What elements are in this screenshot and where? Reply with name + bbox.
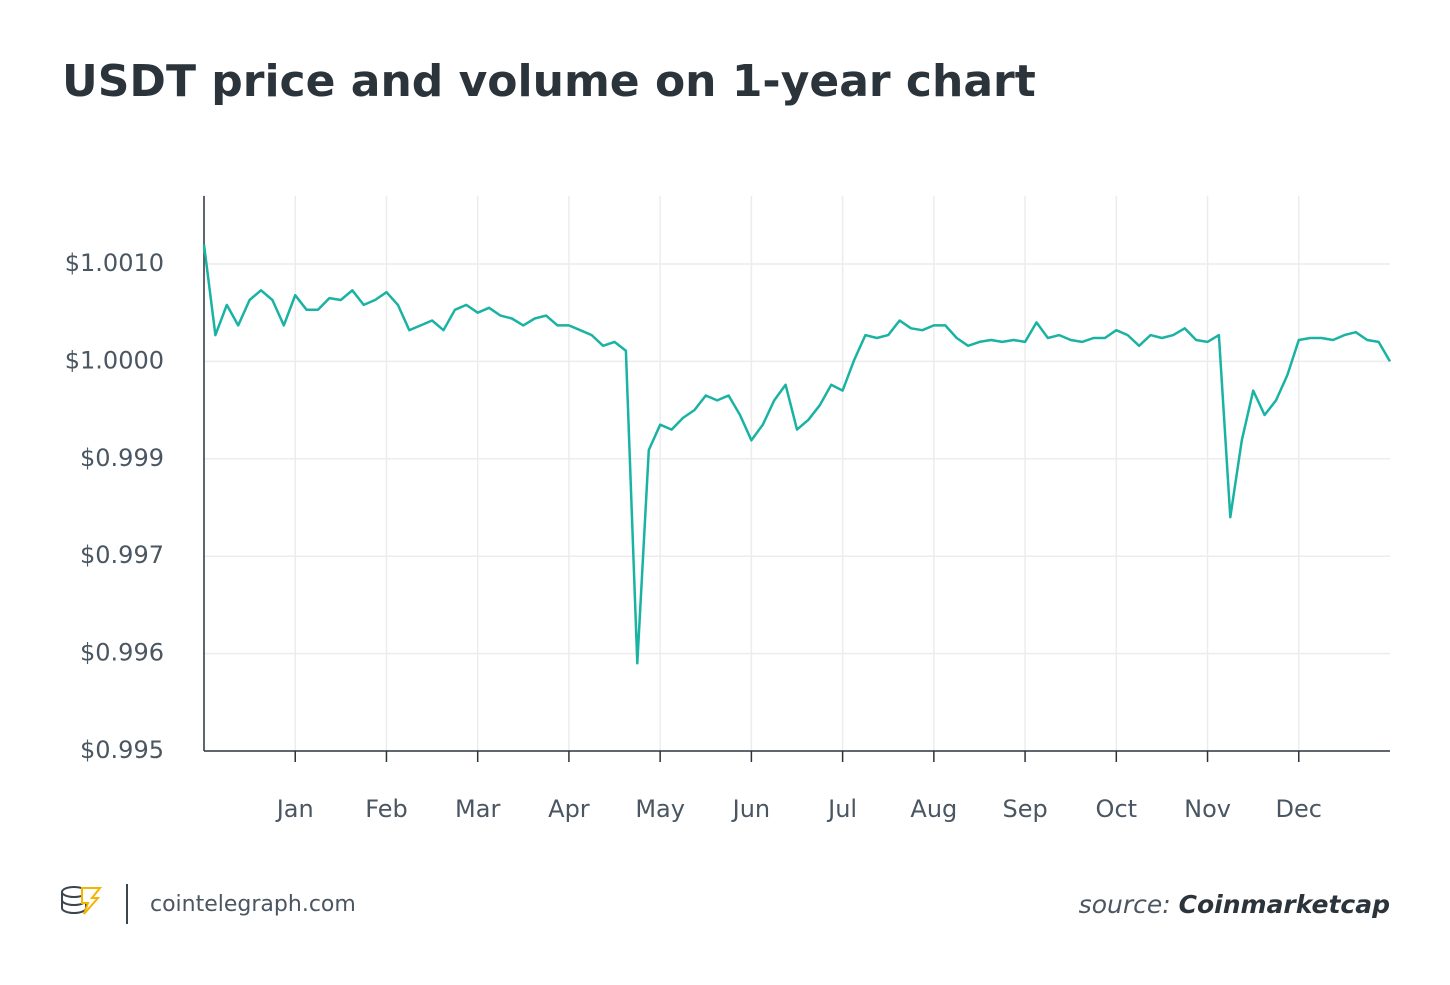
- x-tick-label: Jun: [731, 795, 771, 823]
- logo: [61, 886, 103, 915]
- chart-title: USDT price and volume on 1-year chart: [62, 56, 1036, 107]
- y-tick-label: $0.996: [80, 639, 164, 667]
- y-tick-label: $0.997: [80, 541, 164, 569]
- x-tick-label: Nov: [1184, 795, 1231, 823]
- source: source: Coinmarketcap: [1079, 890, 1390, 919]
- x-tick-label: May: [635, 795, 685, 823]
- x-tick-label: Aug: [910, 795, 957, 823]
- y-tick-label: $0.995: [80, 736, 164, 764]
- x-tick-label: Dec: [1276, 795, 1322, 823]
- y-tick-label: $1.0000: [65, 346, 164, 374]
- y-tick-label: $1.0010: [65, 249, 164, 277]
- x-tick-label: Mar: [455, 795, 500, 823]
- source-prefix: source:: [1079, 890, 1171, 919]
- x-tick-label: Jan: [275, 795, 314, 823]
- x-tick-label: Apr: [548, 795, 590, 823]
- source-name: Coinmarketcap: [1179, 890, 1390, 919]
- y-tick-label: $0.999: [80, 444, 164, 472]
- x-tick-label: Oct: [1096, 795, 1138, 823]
- site-name: cointelegraph.com: [150, 892, 356, 917]
- price-line: [202, 244, 1392, 665]
- x-tick-label: Sep: [1002, 795, 1047, 823]
- x-tick-label: Feb: [365, 795, 408, 823]
- x-tick-label: Jul: [826, 795, 857, 823]
